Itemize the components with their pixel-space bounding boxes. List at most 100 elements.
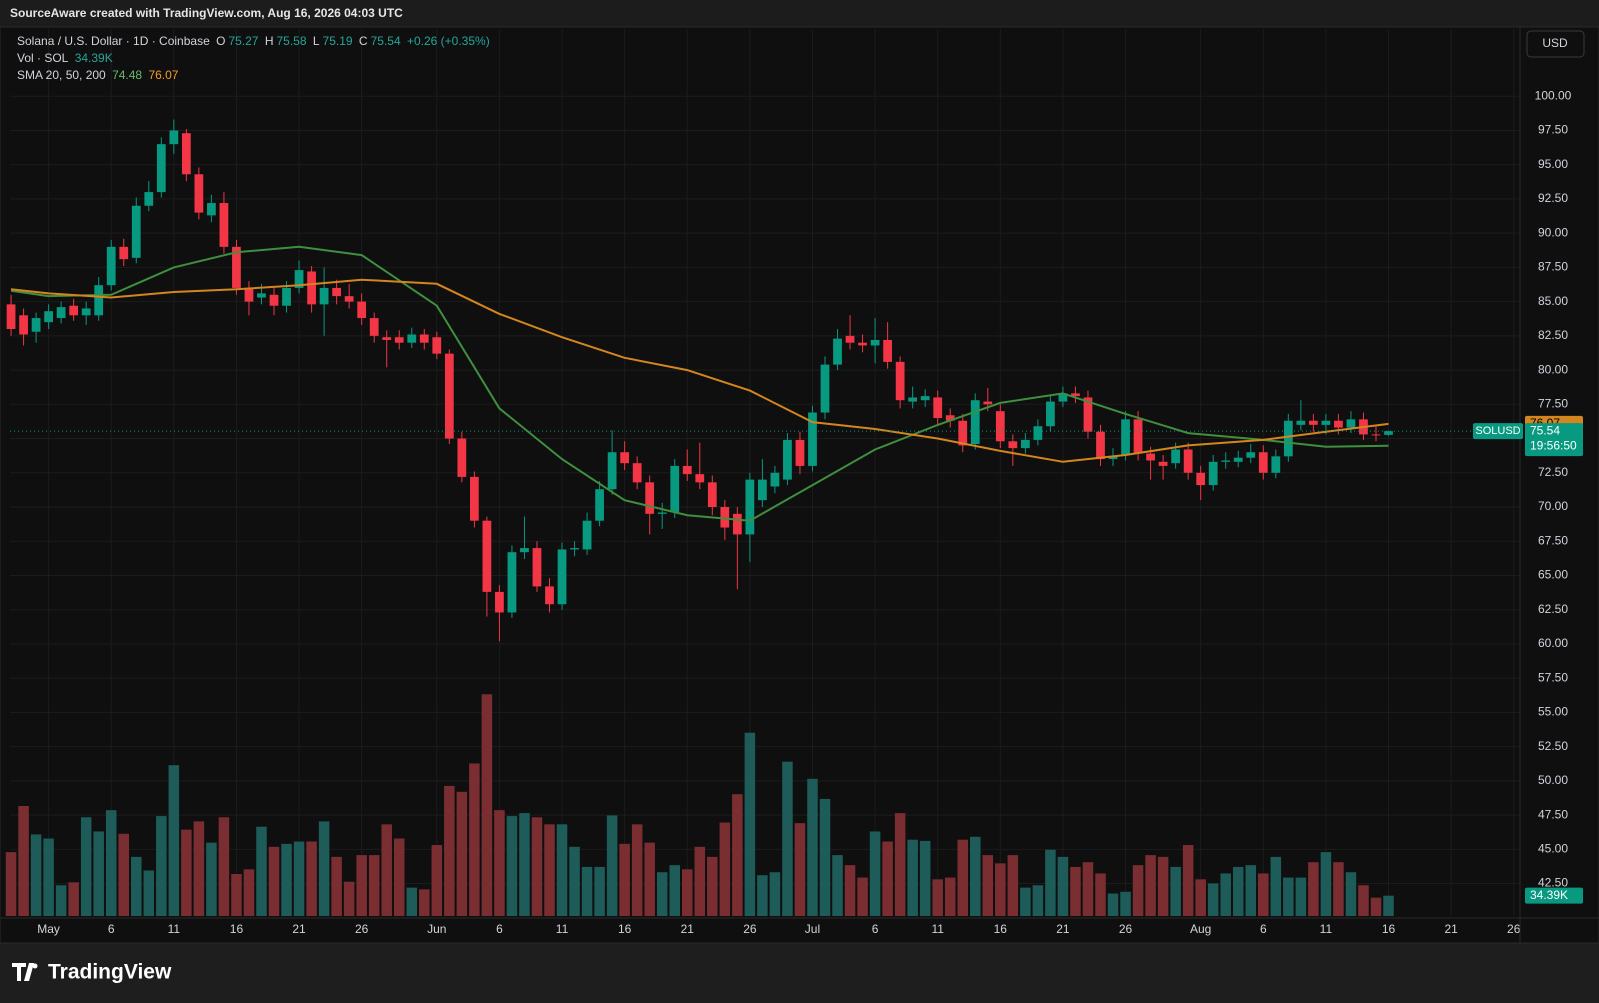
volume-bar (531, 817, 543, 916)
candle-body (995, 411, 1005, 442)
candle-body (19, 315, 28, 335)
volume-bar (18, 806, 29, 916)
candle-body (920, 396, 930, 401)
candle-body (1008, 441, 1018, 449)
y-tick-label: 52.50 (1538, 739, 1568, 753)
candle-body (1346, 419, 1356, 428)
candle-body (1171, 449, 1181, 464)
candle-body (883, 339, 892, 362)
candle-body (582, 520, 592, 550)
candle-body (319, 287, 329, 305)
candle-body (56, 307, 66, 319)
candle-body (1183, 449, 1193, 473)
volume-bar (243, 869, 255, 916)
candle-body (94, 285, 104, 316)
sma20-value: 74.48 (112, 68, 143, 82)
candle-body (770, 472, 780, 487)
candle-body (169, 130, 179, 145)
volume-bar (406, 887, 418, 916)
volume-bar (707, 856, 718, 916)
candle-body (1308, 420, 1318, 425)
volume-bar (1170, 866, 1181, 916)
y-tick-label: 42.50 (1538, 876, 1568, 890)
volume-bar (444, 785, 455, 916)
candle-body (507, 552, 517, 613)
header-bar (0, 0, 1599, 27)
volume-bar (807, 778, 818, 916)
candle-body (232, 246, 241, 288)
candle-body (1283, 420, 1293, 457)
volume-bar (782, 761, 793, 916)
x-tick-label: 16 (230, 922, 244, 936)
x-tick-label: 11 (1320, 922, 1333, 936)
volume-bar (43, 838, 54, 916)
candle-body (595, 489, 604, 521)
candle-body (207, 203, 216, 216)
h-value: 75.58 (276, 34, 307, 48)
y-tick-label: 90.00 (1538, 225, 1568, 239)
legend-row: SMA 20, 50, 200 74.48 76.07 (17, 67, 493, 84)
volume-bar (393, 838, 405, 916)
candle-body (1033, 426, 1043, 440)
y-tick-label: 77.50 (1538, 396, 1568, 410)
volume-bar (469, 763, 480, 916)
logo-dot (32, 963, 38, 969)
volume-bar (506, 816, 518, 916)
volume-bar (1032, 885, 1044, 916)
volume-bar (819, 798, 831, 916)
candle-body (1133, 419, 1143, 454)
volume-bar (1045, 849, 1056, 916)
volume-bar (932, 879, 943, 916)
currency-label[interactable]: USD (1542, 36, 1568, 50)
candle-body (419, 334, 429, 343)
candle-body (607, 452, 617, 490)
candle-body (1321, 420, 1331, 425)
x-tick-label: 21 (1444, 922, 1458, 936)
legend-row: Vol · SOL 34.39K (17, 50, 493, 67)
volume-bar (93, 831, 104, 916)
volume-layer (5, 694, 1394, 916)
sma50-value: 76.07 (148, 68, 179, 82)
candle-body (1296, 420, 1306, 425)
y-tick-label: 92.50 (1538, 191, 1568, 205)
x-tick-label: 16 (618, 922, 632, 936)
volume-bar (143, 870, 155, 916)
candle-body (720, 507, 730, 528)
candle-body (1208, 461, 1218, 486)
volume-bar (131, 856, 142, 916)
candle-body (382, 337, 392, 340)
candle-body (1246, 452, 1256, 458)
volume-bar (644, 842, 655, 916)
x-tick-label: Aug (1190, 922, 1211, 936)
candle-layer (6, 119, 1393, 642)
volume-bar (757, 875, 768, 916)
volume-tag: 34.39K (1530, 888, 1568, 902)
volume-bar (544, 824, 555, 916)
y-tick-label: 62.50 (1538, 602, 1568, 616)
legend: Solana / U.S. Dollar · 1D · Coinbase O 75… (17, 33, 493, 84)
volume-tag-box (1525, 887, 1583, 904)
volume-bar (944, 877, 956, 916)
countdown: 19:56:50 (1530, 438, 1577, 452)
candle-body (1096, 431, 1105, 460)
volume-bar (1020, 887, 1031, 916)
volume-bar (982, 855, 994, 916)
y-tick-label: 80.00 (1538, 362, 1568, 376)
candle-body (532, 548, 542, 587)
candle-body (194, 174, 204, 213)
volume-bar (1283, 877, 1294, 916)
currency-button[interactable] (1526, 30, 1585, 58)
volume-bar (1095, 873, 1106, 916)
candle-body (244, 287, 254, 302)
y-tick-label: 95.00 (1538, 157, 1568, 171)
volume-bar (331, 856, 342, 916)
volume-bar (231, 874, 242, 916)
candle-body (632, 463, 642, 483)
volume-bar (769, 872, 781, 916)
candle-body (282, 287, 291, 306)
volume-bar (1295, 877, 1307, 916)
candle-body (1146, 453, 1155, 461)
volume-bar (594, 866, 605, 916)
volume-bar (1057, 856, 1069, 916)
